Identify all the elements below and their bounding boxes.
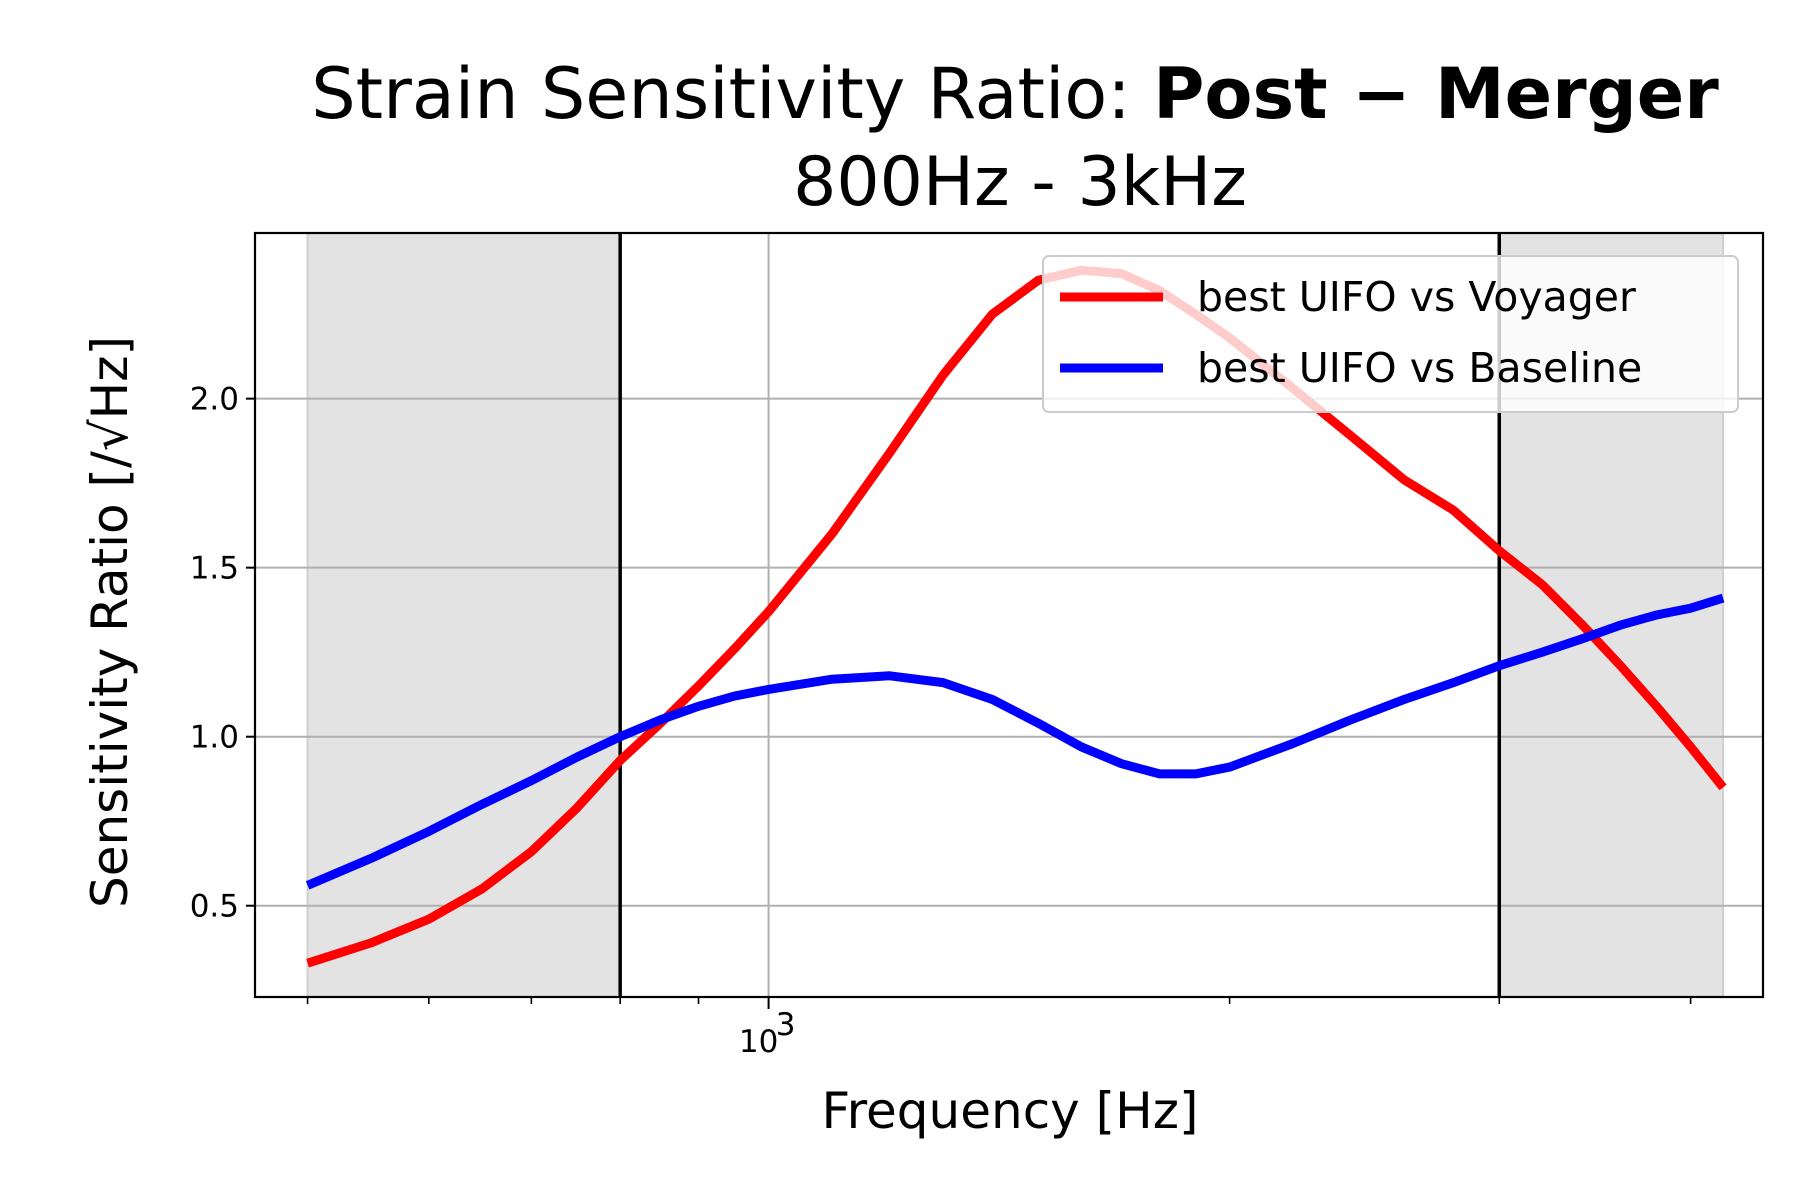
legend: best UIFO vs Voyager best UIFO vs Baselin… — [1042, 255, 1739, 413]
chart-subtitle: 800Hz - 3kHz — [793, 143, 1247, 222]
y-tick-label: 1.5 — [190, 551, 239, 587]
y-axis-label: Sensitivity Ratio [/√Hz] — [81, 336, 139, 908]
legend-label-0: best UIFO vs Voyager — [1197, 273, 1636, 321]
shaded-region — [307, 233, 621, 997]
x-axis-label: Frequency [Hz] — [821, 1082, 1198, 1140]
axes-frame — [253, 231, 1765, 999]
series-line-1 — [305, 593, 1725, 890]
y-tick-label: 1.0 — [190, 720, 239, 756]
y-tick-label: 2.0 — [190, 382, 239, 418]
legend-label-1: best UIFO vs Baseline — [1197, 344, 1642, 392]
x-tick-label: 10 — [739, 1024, 778, 1060]
x-tick-exponent: 3 — [776, 1007, 796, 1043]
chart-title: Strain Sensitivity Ratio: Post − Merger — [311, 53, 1719, 135]
legend-box — [1042, 255, 1739, 413]
y-tick-label: 0.5 — [190, 889, 239, 925]
